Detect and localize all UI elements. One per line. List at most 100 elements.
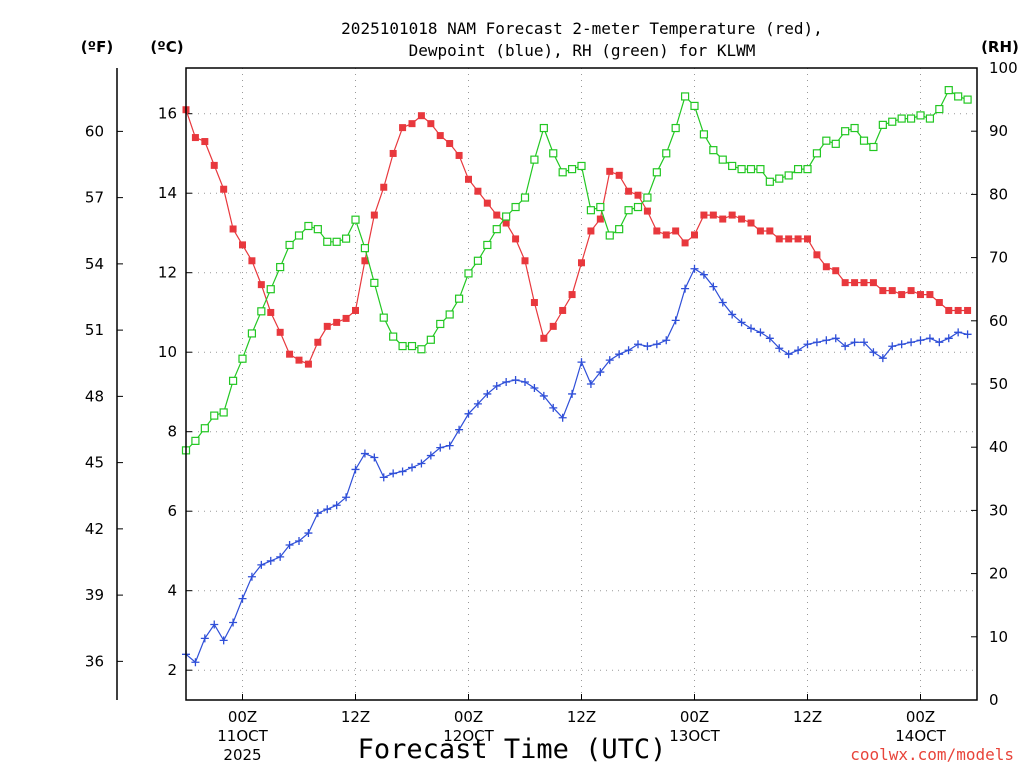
rh-point (671, 123, 680, 133)
dewpoint-point (812, 338, 821, 347)
dewpoint-point (568, 389, 577, 398)
x-tick-label: 00Z (680, 708, 709, 726)
temperature-point (888, 287, 896, 295)
rh-tick-label: 0 (989, 691, 999, 709)
rh-point (888, 117, 897, 126)
rh-point (699, 130, 709, 139)
dewpoint-point (530, 383, 539, 392)
rh-point (878, 120, 887, 129)
temperature-point (276, 328, 284, 336)
dewpoint-point (379, 473, 388, 482)
dewpoint-point (699, 270, 708, 279)
dewpoint-point (671, 316, 680, 325)
rh-point (520, 193, 530, 202)
rh-point (690, 101, 699, 111)
dewpoint-point (473, 399, 482, 408)
temperature-point (738, 215, 746, 223)
rh-tick-label: 10 (989, 628, 1008, 646)
temperature-point (568, 291, 576, 299)
celsius-tick-label: 10 (158, 343, 177, 361)
dewpoint-point (765, 334, 774, 343)
temperature-point (719, 215, 727, 223)
fahrenheit-tick-label: 39 (85, 586, 104, 604)
series-rh (181, 86, 972, 455)
dewpoint-point (323, 505, 332, 514)
temperature-point (521, 257, 529, 265)
temperature-point (785, 235, 793, 243)
rh-point (360, 244, 370, 253)
dewpoint-point (756, 328, 765, 337)
rh-point (473, 256, 483, 265)
temperature-point (907, 287, 915, 295)
dewpoint-point (888, 342, 897, 351)
temperature-point (804, 235, 811, 243)
rh-unit-label: (RH) (981, 38, 1019, 56)
temperature-point (691, 231, 698, 239)
rh-point (539, 123, 548, 133)
rh-point (822, 136, 831, 145)
plot-frame (185, 67, 978, 701)
rh-point (370, 278, 379, 287)
series-temperature (182, 106, 972, 368)
temperature-point (304, 360, 312, 368)
temperature-point (964, 306, 972, 314)
temperature-point (954, 306, 962, 314)
temperature-point (841, 279, 849, 287)
rh-point (869, 142, 878, 152)
celsius-tick-label: 6 (167, 502, 177, 520)
rh-point (624, 206, 633, 215)
x-tick-date-label: 14OCT (895, 727, 946, 745)
rh-point (954, 92, 963, 101)
temperature-point (191, 134, 199, 142)
dewpoint-point (869, 348, 878, 357)
celsius-tick-label: 14 (158, 184, 177, 202)
dewpoint-point (954, 328, 963, 337)
dewpoint-point (690, 264, 699, 273)
rh-point (662, 149, 671, 158)
rh-point (586, 206, 596, 215)
rh-point (615, 225, 624, 234)
rh-tick-label: 90 (989, 122, 1008, 140)
rh-point (643, 193, 652, 202)
rh-point (709, 146, 718, 155)
fahrenheit-tick-label: 54 (85, 255, 104, 273)
dewpoint-point (492, 381, 501, 390)
rh-point (266, 285, 275, 294)
temperature-point (700, 211, 708, 219)
rh-tick-label: 30 (989, 501, 1008, 519)
rh-point (935, 104, 944, 114)
rh-point (812, 149, 822, 158)
temperature-point (709, 211, 717, 219)
rh-point (549, 149, 558, 158)
rh-point (925, 114, 935, 123)
temperature-point (540, 334, 548, 342)
dewpoint-point (794, 346, 803, 355)
dewpoint-point (709, 282, 718, 291)
temperature-point (662, 231, 670, 239)
rh-point (728, 161, 737, 171)
temperature-point (455, 151, 463, 159)
temperature-point (483, 199, 491, 207)
dewpoint-line (185, 267, 968, 664)
rh-point (906, 114, 916, 123)
temperature-point (465, 175, 472, 183)
series-layer (181, 86, 972, 667)
rh-point (351, 215, 360, 224)
temperature-point (201, 138, 209, 146)
temperature-point (267, 308, 275, 316)
x-tick-year-label: 2025 (223, 746, 261, 764)
rh-point (897, 114, 906, 123)
dewpoint-point (737, 318, 746, 327)
temperature-point (210, 161, 218, 169)
temperature-point (380, 183, 388, 191)
temperature-point (399, 124, 407, 132)
dewpoint-point (596, 368, 605, 377)
dewpoint-point (539, 391, 548, 400)
rh-point (436, 319, 445, 329)
rh-point (464, 269, 473, 278)
celsius-tick-label: 4 (167, 582, 177, 600)
dewpoint-point (775, 344, 784, 353)
temperature-line (185, 109, 968, 365)
celsius-tick-label: 16 (158, 105, 177, 123)
